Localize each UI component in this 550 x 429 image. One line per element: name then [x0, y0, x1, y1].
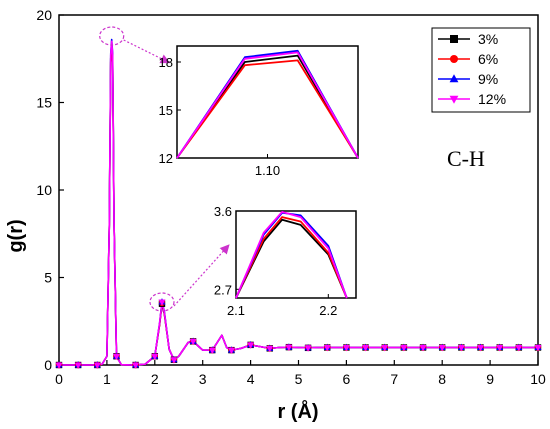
inset-y-tick-label: 2.7 [214, 282, 232, 297]
data-point [151, 353, 159, 361]
legend-box [431, 27, 531, 113]
legend-label: 6% [478, 51, 498, 67]
inset-series-line [176, 51, 359, 159]
inset-y-tick-label: 12 [159, 151, 173, 166]
data-point [132, 362, 140, 369]
legend-marker [450, 55, 458, 63]
data-point [419, 344, 427, 352]
legend-marker [449, 74, 459, 83]
inset-second-peak: 2.1 2.2 2.7 3.6 [214, 204, 357, 318]
data-point [400, 344, 408, 352]
legend-label: 3% [478, 31, 498, 47]
x-tick-label: 1 [103, 371, 111, 387]
inset-x-tick-label: 2.1 [227, 303, 245, 318]
peak-highlight-arrow [173, 244, 230, 307]
data-point [285, 344, 293, 351]
inset-y-tick-label: 15 [159, 103, 173, 118]
data-point [227, 347, 235, 354]
inset-y-tick-label: 18 [159, 55, 173, 70]
inset-series-line [235, 216, 348, 299]
data-point [323, 344, 331, 352]
annotation-label: C-H [447, 146, 485, 171]
data-point [381, 344, 389, 352]
data-point [534, 344, 542, 352]
data-point [112, 353, 120, 361]
x-tick-label: 2 [151, 371, 159, 387]
y-axis-title: g(r) [5, 219, 27, 252]
data-point [457, 344, 465, 352]
legend-label: 12% [478, 91, 506, 107]
legend-marker [450, 35, 458, 43]
data-point [266, 345, 274, 353]
x-tick-label: 6 [343, 371, 351, 387]
legend-label: 9% [478, 71, 498, 87]
series-markers [55, 298, 542, 369]
inset-y-tick-label: 3.6 [214, 204, 232, 219]
x-axis-ticks: 0 1 2 3 4 5 6 7 8 9 10 [55, 360, 546, 387]
data-point [93, 362, 101, 369]
x-tick-label: 3 [199, 371, 207, 387]
x-tick-label: 8 [438, 371, 446, 387]
x-tick-label: 9 [486, 371, 494, 387]
peak-highlight-arrow [123, 39, 171, 64]
inset-first-peak: 1.10 12 15 18 [159, 45, 359, 178]
y-tick-label: 0 [44, 357, 52, 373]
data-point [438, 344, 446, 352]
x-tick-label: 10 [530, 371, 546, 387]
data-point [158, 299, 166, 306]
peak-highlight-ellipse [149, 292, 175, 312]
data-point [55, 362, 63, 369]
y-tick-label: 10 [36, 182, 52, 198]
x-tick-label: 7 [390, 371, 398, 387]
y-tick-label: 5 [44, 270, 52, 286]
x-tick-label: 0 [55, 371, 63, 387]
legend: 3% 6% 9% 12% [431, 27, 531, 113]
inset-x-tick-label: 1.10 [255, 163, 280, 178]
x-axis-title: r (Å) [277, 399, 318, 423]
data-point [477, 344, 485, 352]
peak-highlight-ellipse [99, 26, 125, 46]
data-point [170, 357, 178, 364]
data-point [208, 347, 216, 354]
data-point [247, 342, 255, 349]
x-tick-label: 4 [247, 371, 255, 387]
y-axis-ticks: 0 5 10 15 20 [36, 7, 64, 373]
data-point [342, 344, 350, 352]
peak-highlights [99, 26, 230, 312]
data-point [515, 344, 523, 352]
data-point [304, 345, 312, 352]
y-tick-label: 20 [36, 7, 52, 23]
inset-series-line [235, 210, 348, 299]
inset-series-line [176, 59, 359, 159]
legend-marker [449, 95, 459, 104]
data-point [496, 344, 504, 352]
data-point [362, 344, 370, 352]
y-tick-label: 15 [36, 95, 52, 111]
inset-x-tick-label: 2.2 [319, 303, 337, 318]
data-point [74, 362, 82, 369]
data-point [189, 338, 197, 346]
x-tick-label: 5 [295, 371, 303, 387]
